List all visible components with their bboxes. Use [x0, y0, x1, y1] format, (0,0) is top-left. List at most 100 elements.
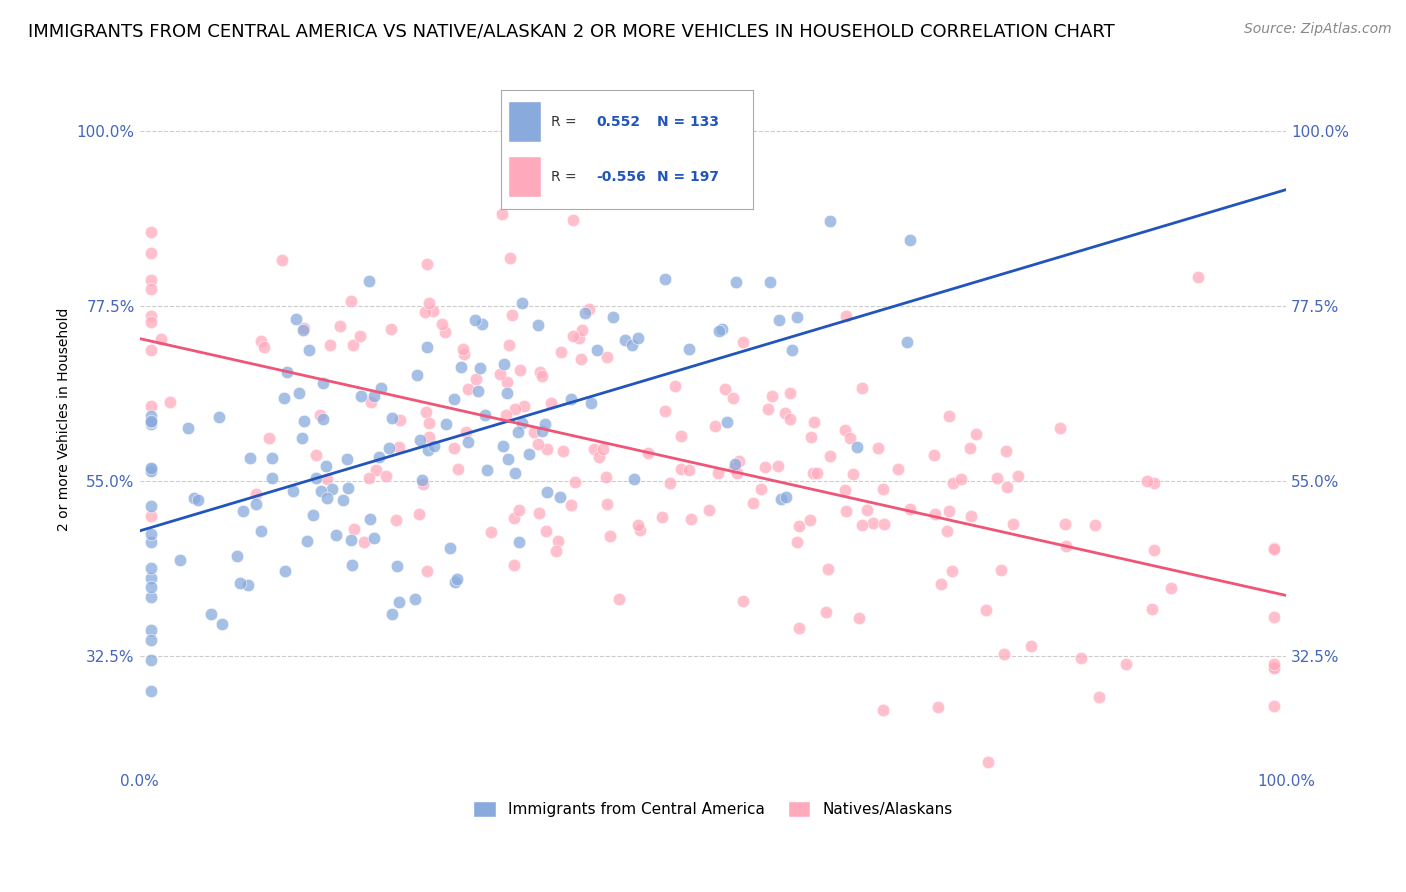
Point [710, 322, 733, 336]
Point [492, 357, 515, 371]
Point [834, 483, 856, 498]
Point [412, 477, 434, 491]
Point [503, 466, 526, 480]
Point [433, 325, 456, 339]
Point [454, 425, 477, 440]
Point [995, 480, 1018, 494]
Point [239, 450, 262, 465]
Point [669, 429, 692, 443]
Point [257, 431, 280, 445]
Point [139, 508, 162, 523]
Point [359, 511, 381, 525]
Point [238, 578, 260, 592]
Point [245, 497, 267, 511]
Point [139, 461, 162, 475]
Point [669, 462, 692, 476]
Point [468, 360, 491, 375]
Point [298, 343, 321, 357]
Point [654, 404, 676, 418]
Point [450, 360, 472, 375]
Point [443, 392, 465, 406]
Point [471, 318, 494, 332]
Point [291, 431, 314, 445]
Point [527, 437, 550, 451]
Point [530, 369, 553, 384]
Point [139, 343, 162, 358]
Point [312, 411, 335, 425]
Point [321, 483, 343, 497]
Point [479, 525, 502, 540]
Point [681, 511, 703, 525]
Point [848, 611, 870, 625]
Point [332, 493, 354, 508]
Point [959, 441, 981, 455]
Point [775, 406, 797, 420]
Point [169, 553, 191, 567]
Point [139, 527, 162, 541]
Point [768, 313, 790, 327]
Y-axis label: 2 or more Vehicles in Household: 2 or more Vehicles in Household [58, 307, 72, 531]
Point [562, 212, 585, 227]
Point [446, 573, 468, 587]
Point [413, 304, 436, 318]
Point [139, 315, 162, 329]
Point [262, 471, 284, 485]
Point [302, 508, 325, 523]
Point [993, 648, 1015, 662]
Point [250, 524, 273, 538]
Point [706, 466, 728, 480]
Point [938, 409, 960, 424]
Point [621, 338, 644, 352]
Point [503, 558, 526, 572]
Point [418, 430, 440, 444]
Point [873, 516, 896, 531]
Point [502, 511, 524, 525]
Point [297, 534, 319, 549]
Point [510, 296, 533, 310]
Point [139, 309, 162, 323]
Point [770, 491, 793, 506]
Point [787, 621, 810, 635]
Point [388, 440, 411, 454]
Point [965, 427, 987, 442]
Point [409, 433, 432, 447]
Point [508, 502, 530, 516]
Point [177, 421, 200, 435]
Point [536, 485, 558, 500]
Point [283, 484, 305, 499]
Point [183, 491, 205, 505]
Point [139, 534, 162, 549]
Point [924, 448, 946, 462]
Point [596, 497, 619, 511]
Point [986, 471, 1008, 485]
Point [678, 463, 700, 477]
Point [139, 653, 162, 667]
Point [834, 504, 856, 518]
Point [389, 413, 412, 427]
Point [960, 508, 983, 523]
Point [276, 365, 298, 379]
Point [200, 607, 222, 621]
Point [418, 296, 440, 310]
Point [664, 378, 686, 392]
Point [935, 524, 957, 538]
Point [187, 492, 209, 507]
Point [818, 213, 841, 227]
Point [139, 225, 162, 239]
Point [139, 246, 162, 260]
Point [839, 431, 862, 445]
Point [139, 499, 162, 513]
Point [501, 308, 523, 322]
Point [659, 476, 682, 491]
Point [846, 440, 869, 454]
Point [457, 434, 479, 449]
Point [561, 328, 583, 343]
Point [294, 320, 316, 334]
Text: Source: ZipAtlas.com: Source: ZipAtlas.com [1244, 22, 1392, 37]
Point [475, 463, 498, 477]
Point [159, 395, 181, 409]
Point [1142, 602, 1164, 616]
Point [724, 457, 747, 471]
Point [733, 334, 755, 349]
Point [353, 535, 375, 549]
